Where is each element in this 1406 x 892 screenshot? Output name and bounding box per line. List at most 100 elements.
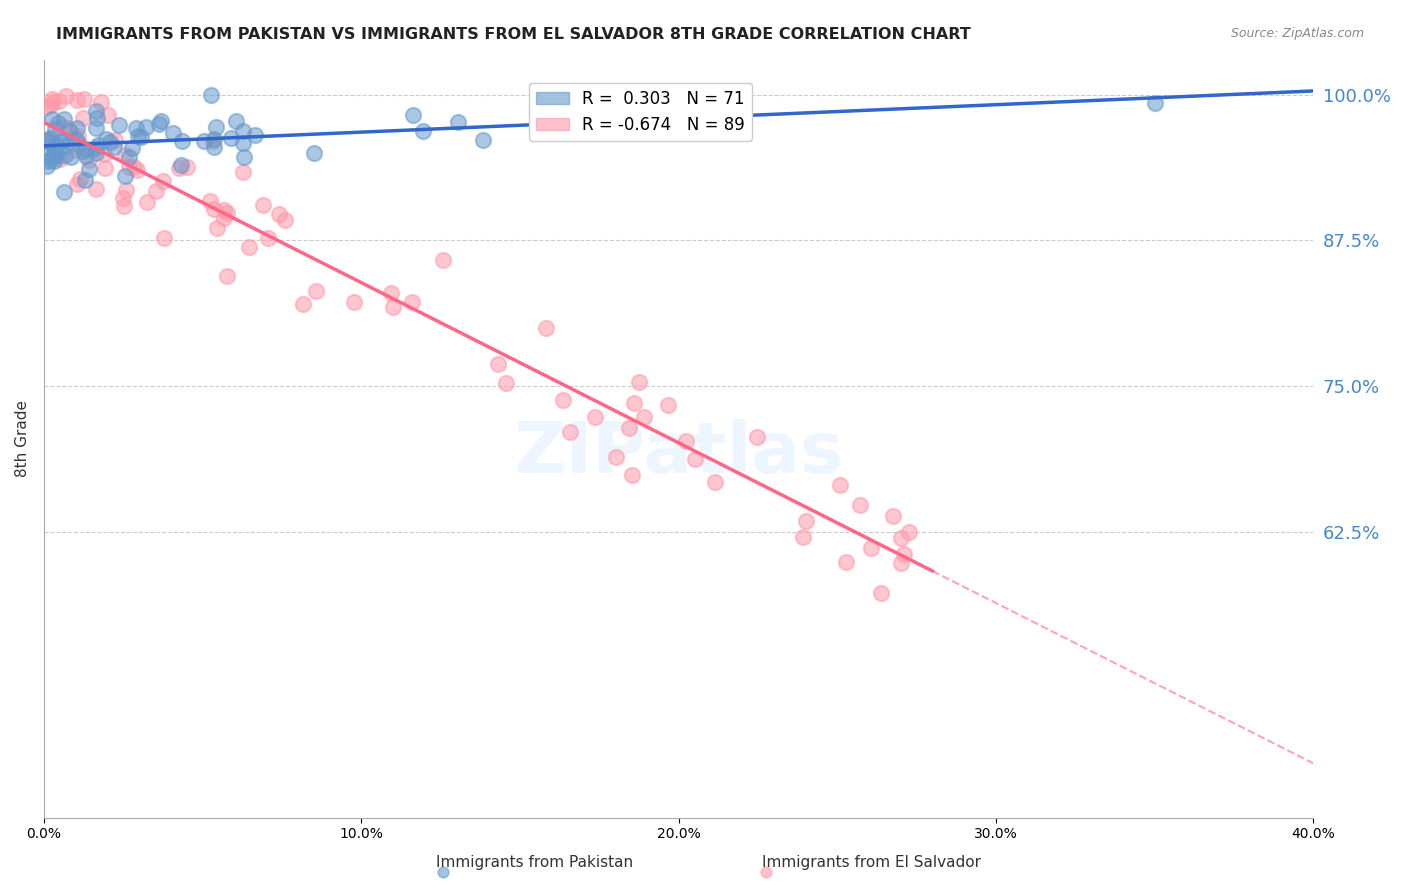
- Point: [84, 141, 107, 155]
- Point: [77, 162, 100, 177]
- Point: [37, 134, 59, 148]
- Point: [112, 191, 135, 205]
- Point: [65, 132, 87, 146]
- Point: [495, 376, 517, 390]
- Point: [94, 161, 117, 176]
- Point: [176, 160, 198, 174]
- Point: [794, 515, 817, 529]
- Point: [675, 434, 697, 449]
- Point: [135, 194, 157, 209]
- Point: [35, 146, 58, 161]
- Legend: R =  0.303   N = 71, R = -0.674   N = 89: R = 0.303 N = 71, R = -0.674 N = 89: [529, 83, 752, 141]
- Point: [402, 107, 425, 121]
- Point: [621, 468, 644, 483]
- Point: [343, 294, 366, 309]
- Point: [46, 115, 69, 129]
- Point: [882, 508, 904, 523]
- Point: [72, 112, 94, 126]
- Point: [63, 143, 86, 157]
- Point: [432, 865, 454, 880]
- Point: [683, 452, 706, 467]
- Point: [447, 115, 470, 129]
- Point: [53, 148, 76, 162]
- Point: [273, 213, 295, 227]
- Point: [97, 108, 120, 122]
- Point: [745, 430, 768, 444]
- Point: [551, 393, 574, 408]
- Point: [623, 396, 645, 410]
- Point: [267, 207, 290, 221]
- Point: [238, 240, 260, 254]
- Point: [42, 154, 65, 169]
- Point: [59, 124, 82, 138]
- Point: [148, 117, 170, 131]
- Point: [617, 420, 640, 434]
- Point: [486, 357, 509, 371]
- Point: [41, 92, 63, 106]
- Point: [86, 112, 108, 126]
- Point: [52, 112, 75, 127]
- Point: [104, 132, 127, 146]
- Point: [755, 865, 778, 880]
- Point: [167, 161, 190, 175]
- Point: [217, 269, 239, 284]
- Point: [52, 185, 75, 199]
- Point: [657, 398, 679, 412]
- Point: [45, 151, 67, 165]
- Point: [48, 94, 70, 108]
- Point: [1143, 95, 1166, 110]
- Point: [828, 478, 851, 492]
- Point: [890, 556, 912, 570]
- Text: Source: ZipAtlas.com: Source: ZipAtlas.com: [1230, 27, 1364, 40]
- Point: [534, 321, 557, 335]
- Point: [305, 284, 328, 298]
- Point: [93, 147, 115, 161]
- Point: [232, 164, 254, 178]
- Text: IMMIGRANTS FROM PAKISTAN VS IMMIGRANTS FROM EL SALVADOR 8TH GRADE CORRELATION CH: IMMIGRANTS FROM PAKISTAN VS IMMIGRANTS F…: [56, 27, 972, 42]
- Point: [202, 202, 225, 216]
- Point: [200, 88, 222, 103]
- Point: [77, 153, 100, 168]
- Point: [75, 149, 97, 163]
- Point: [59, 151, 82, 165]
- Point: [45, 137, 67, 152]
- Point: [84, 104, 107, 119]
- Point: [44, 122, 66, 136]
- Point: [583, 410, 606, 425]
- Point: [87, 137, 110, 152]
- Point: [37, 153, 59, 168]
- Point: [41, 112, 63, 127]
- Point: [118, 150, 141, 164]
- Point: [66, 129, 89, 144]
- Point: [245, 128, 267, 142]
- Point: [401, 295, 423, 310]
- Point: [558, 425, 581, 439]
- Point: [44, 148, 66, 162]
- Point: [114, 148, 136, 162]
- Point: [792, 530, 814, 544]
- Point: [35, 100, 58, 114]
- Point: [55, 89, 77, 103]
- Point: [153, 230, 176, 244]
- Point: [233, 151, 256, 165]
- Point: [49, 134, 72, 148]
- Text: Immigrants from Pakistan: Immigrants from Pakistan: [436, 855, 633, 870]
- Point: [103, 139, 125, 153]
- Point: [170, 134, 193, 148]
- Point: [214, 202, 236, 217]
- Point: [205, 120, 228, 135]
- Point: [37, 133, 59, 147]
- Point: [150, 114, 173, 128]
- Point: [35, 134, 58, 148]
- Point: [215, 206, 238, 220]
- Point: [202, 134, 225, 148]
- Point: [72, 92, 94, 106]
- Point: [72, 144, 94, 158]
- Point: [256, 231, 278, 245]
- Point: [86, 145, 108, 160]
- Point: [170, 158, 193, 172]
- Point: [66, 121, 89, 136]
- Point: [35, 159, 58, 173]
- Text: Immigrants from El Salvador: Immigrants from El Salvador: [762, 855, 981, 870]
- Point: [66, 94, 89, 108]
